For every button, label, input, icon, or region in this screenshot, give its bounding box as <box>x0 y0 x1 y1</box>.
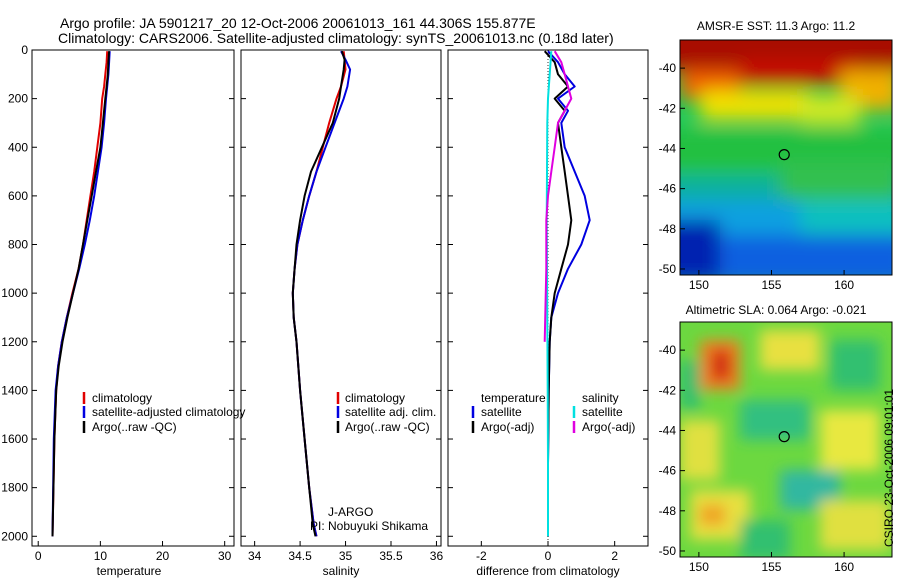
map-y-tick-label: -42 <box>659 101 677 115</box>
x-tick-label: 34 <box>248 549 262 563</box>
float-program-label: J-ARGO <box>328 505 373 519</box>
salinity-legend: climatology satellite adj. clim. Argo(..… <box>336 391 436 434</box>
legend-label: satellite <box>481 405 522 419</box>
difference-xlabel: difference from climatology <box>476 564 619 578</box>
credit-stamp: CSIRO 23-Oct-2006 09:01:01 <box>882 389 896 547</box>
x-tick-label: 10 <box>94 549 108 563</box>
difference-plot: -2 0 2 <box>448 49 648 563</box>
legend-label: Argo(-adj) <box>481 420 534 434</box>
temperature-plot: 0 10 20 30 0 200 400 600 800 1000 1200 1400 1600 1800… <box>1 43 234 563</box>
legend-label: satellite adj. clim. <box>345 405 436 419</box>
map-y-tick-label: -50 <box>659 262 677 276</box>
sla-map-axes: 150 155 160 -40 -42 -44 -46 -48 -50 <box>659 343 855 574</box>
legend-label: Argo(..raw -QC) <box>92 420 177 434</box>
x-tick-label: 34.5 <box>288 549 312 563</box>
legend-label: Argo(-adj) <box>582 420 635 434</box>
y-tick-label: 1200 <box>1 335 28 349</box>
figure-title-line1: Argo profile: JA 5901217_20 12-Oct-2006 … <box>60 15 536 31</box>
sla-map-title: Altimetric SLA: 0.064 Argo: -0.021 <box>686 303 867 317</box>
map-y-tick-label: -46 <box>659 182 677 196</box>
y-tick-label: 1600 <box>1 432 28 446</box>
map-y-tick-label: -50 <box>659 544 677 558</box>
x-tick-label: 0 <box>545 549 552 563</box>
figure-title-line2: Climatology: CARS2006. Satellite-adjuste… <box>58 30 614 46</box>
sst-map-axes: 150 155 160 -40 -42 -44 -46 -48 -50 <box>659 61 855 292</box>
x-tick-label: -2 <box>476 549 487 563</box>
argo-position-marker <box>778 431 790 443</box>
y-tick-label: 800 <box>8 238 28 252</box>
series-line-climatology <box>51 51 109 537</box>
sla-map-field <box>680 322 892 557</box>
map-y-tick-label: -48 <box>659 222 677 236</box>
map-x-tick-label: 155 <box>761 278 781 292</box>
legend-heading: temperature <box>481 391 546 405</box>
x-tick-label: 35 <box>339 549 353 563</box>
map-x-tick-label: 160 <box>834 278 854 292</box>
sst-map-frame <box>679 39 893 276</box>
sst-map-title: AMSR-E SST: 11.3 Argo: 11.2 <box>697 19 856 33</box>
y-tick-label: 1000 <box>1 286 28 300</box>
map-x-tick-label: 160 <box>834 560 854 574</box>
y-tick-label: 0 <box>21 43 28 57</box>
legend-label: Argo(..raw -QC) <box>345 420 430 434</box>
series-line-argo-raw-qc- <box>291 50 346 537</box>
x-tick-label: 2 <box>611 549 618 563</box>
legend-heading: salinity <box>582 391 619 405</box>
salinity-plot: 34 34.5 35 35.5 36 <box>241 49 444 563</box>
y-tick-label: 200 <box>8 92 28 106</box>
series-line-satellite-adj-clim- <box>291 50 352 537</box>
map-x-tick-label: 155 <box>761 560 781 574</box>
map-x-tick-label: 150 <box>689 278 709 292</box>
x-tick-label: 30 <box>218 549 232 563</box>
legend-label: satellite <box>582 405 623 419</box>
sla-map-frame <box>679 321 893 558</box>
series-line-climatology <box>291 51 347 537</box>
temperature-xlabel: temperature <box>97 564 162 578</box>
sst-map-field <box>680 40 892 275</box>
x-tick-label: 0 <box>35 549 42 563</box>
map-y-tick-label: -42 <box>659 383 677 397</box>
series-line-salinity-argo-adj- <box>543 50 573 342</box>
x-tick-label: 35.5 <box>379 549 403 563</box>
map-x-tick-label: 150 <box>689 560 709 574</box>
argo-position-marker <box>778 149 790 161</box>
x-tick-label: 36 <box>430 549 444 563</box>
temperature-axes <box>31 49 235 547</box>
salinity-axes <box>240 49 442 547</box>
y-tick-label: 600 <box>8 189 28 203</box>
map-y-tick-label: -40 <box>659 343 677 357</box>
legend-label: climatology <box>92 391 152 405</box>
series-line-argo-raw-qc- <box>51 51 111 537</box>
map-y-tick-label: -40 <box>659 61 677 75</box>
y-tick-label: 2000 <box>1 529 28 543</box>
temperature-legend: climatology satellite-adjusted climatolo… <box>82 391 245 434</box>
series-line-salinity-satellite <box>545 51 553 537</box>
map-y-tick-label: -44 <box>659 423 677 437</box>
y-tick-label: 1400 <box>1 383 28 397</box>
difference-legend: temperature satellite Argo(-adj) salinit… <box>471 391 635 434</box>
map-y-tick-label: -46 <box>659 464 677 478</box>
legend-label: satellite-adjusted climatology <box>92 405 245 419</box>
map-y-tick-label: -48 <box>659 504 677 518</box>
y-tick-label: 400 <box>8 140 28 154</box>
float-pi-label: PI: Nobuyuki Shikama <box>310 519 428 533</box>
legend-label: climatology <box>345 391 405 405</box>
x-tick-label: 20 <box>156 549 170 563</box>
y-tick-label: 1800 <box>1 481 28 495</box>
salinity-xlabel: salinity <box>323 564 360 578</box>
map-y-tick-label: -44 <box>659 141 677 155</box>
